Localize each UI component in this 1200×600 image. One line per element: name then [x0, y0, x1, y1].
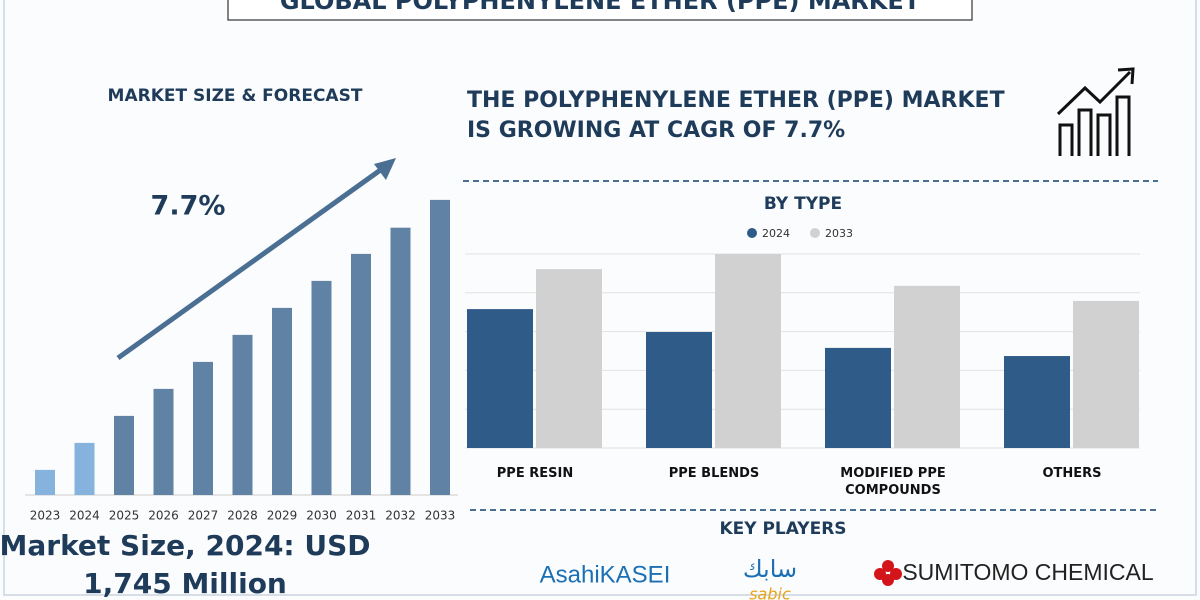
- x-tick-label: PPE BLENDS: [668, 466, 760, 481]
- x-tick-label: 2033: [425, 509, 456, 523]
- bar: [351, 253, 371, 495]
- x-tick-label: 2025: [109, 509, 140, 523]
- x-tick-label: 2026: [148, 509, 179, 523]
- x-tick-wrap: MODIFIED PPE COMPOUNDS: [840, 466, 946, 498]
- bar: [894, 285, 960, 448]
- bar: [715, 254, 781, 448]
- bar: [311, 280, 332, 495]
- sumitomo-mark: [874, 560, 902, 586]
- x-tick-wrap: PPE BLENDS: [668, 466, 760, 481]
- x-tick-label: 2029: [267, 509, 298, 523]
- x-tick-label: OTHERS: [1042, 466, 1102, 481]
- player-logo: SUMITOMO CHEMICAL: [902, 559, 1154, 585]
- chart-title: MARKET SIZE & FORECAST: [108, 86, 363, 106]
- bar: [825, 347, 891, 448]
- x-tick-label: 2028: [227, 509, 258, 523]
- chart-title: BY TYPE: [764, 194, 842, 214]
- title-box: [227, 0, 973, 21]
- market-size: 1,745 Million: [83, 567, 287, 600]
- bar: [430, 199, 450, 495]
- page-title: GLOBAL POLYPHENYLENE ETHER (PPE) MARKET: [280, 0, 921, 15]
- player-logo: AsahiKASEI: [540, 561, 671, 588]
- bar: [114, 415, 134, 495]
- bar: [390, 227, 411, 495]
- x-tick-label: 2030: [306, 509, 337, 523]
- growth-icon: [1056, 67, 1135, 156]
- cagr-statement: IS GROWING AT CAGR OF 7.7%: [467, 118, 845, 143]
- bar: [646, 331, 712, 448]
- player-logo: sabic: [749, 585, 791, 600]
- trend-arrow-head: [374, 158, 396, 180]
- bar: [35, 469, 55, 495]
- bar: [193, 361, 213, 495]
- legend-swatch: [747, 228, 757, 238]
- bar: [1004, 356, 1070, 448]
- x-tick-wrap: OTHERS: [1042, 466, 1102, 481]
- x-tick-label: 2027: [188, 509, 219, 523]
- x-tick-label: 2031: [346, 509, 377, 523]
- x-tick-label: MODIFIED PPE COMPOUNDS: [840, 466, 946, 498]
- x-tick-label: 2032: [385, 509, 416, 523]
- market-size: Market Size, 2024: USD: [0, 529, 371, 562]
- cagr-annotation: 7.7%: [151, 191, 226, 222]
- legend-label: 2033: [825, 227, 853, 240]
- trend-arrow: [116, 163, 388, 361]
- bar: [536, 269, 602, 448]
- frame: [3, 0, 1197, 596]
- bar: [272, 307, 292, 495]
- x-tick-wrap: PPE RESIN: [496, 466, 574, 481]
- bar: [153, 388, 174, 495]
- player-logo: سابك: [743, 555, 797, 583]
- cagr-statement: THE POLYPHENYLENE ETHER (PPE) MARKET: [467, 88, 1005, 113]
- x-tick-label: 2024: [69, 509, 100, 523]
- bar: [74, 442, 95, 495]
- x-tick-label: PPE RESIN: [496, 466, 574, 481]
- bar: [467, 309, 533, 448]
- section-title: KEY PLAYERS: [719, 519, 846, 539]
- x-tick-label: 2023: [30, 509, 61, 523]
- legend-label: 2024: [762, 227, 790, 240]
- legend-swatch: [810, 228, 820, 238]
- bar: [232, 334, 253, 495]
- bar: [1073, 300, 1139, 448]
